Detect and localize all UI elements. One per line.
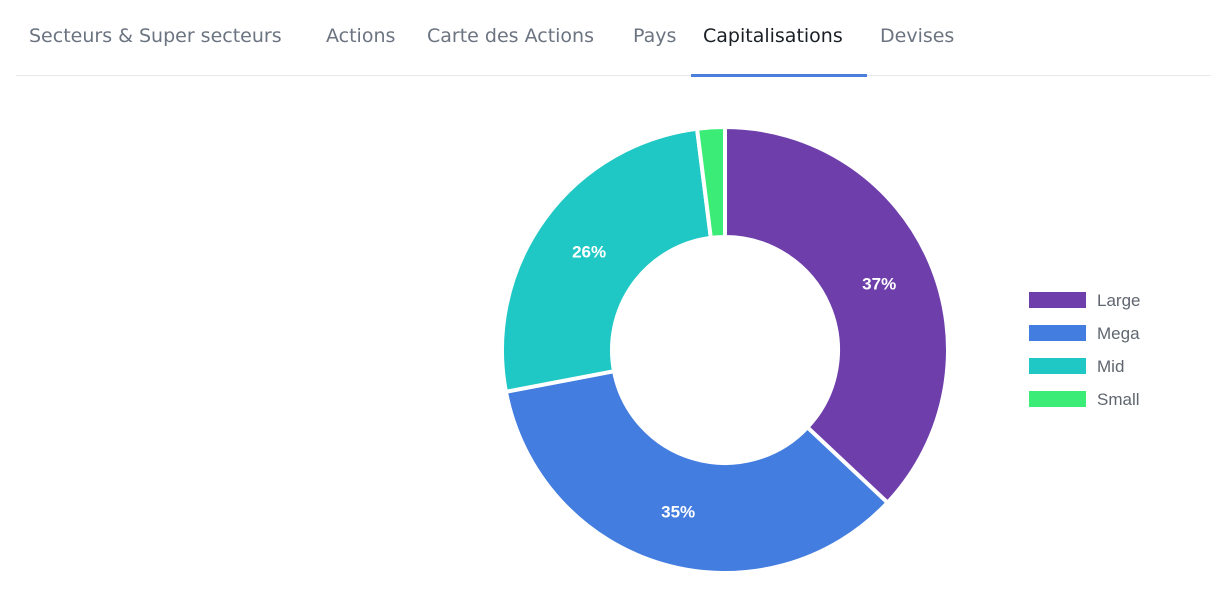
- tab-pays-label: Pays: [633, 25, 677, 47]
- tab-actions[interactable]: Actions: [314, 0, 407, 76]
- slice-label-mega: 35%: [661, 502, 695, 521]
- legend-label-large[interactable]: Large: [1097, 291, 1140, 310]
- slice-mid[interactable]: [500, 126, 713, 394]
- slice-mega[interactable]: [503, 369, 890, 575]
- tab-devises-label: Devises: [880, 25, 955, 47]
- chart-legend: Large Mega Mid Small: [1029, 291, 1140, 409]
- slice-large[interactable]: [723, 125, 950, 505]
- legend-label-mid[interactable]: Mid: [1097, 357, 1124, 376]
- slice-label-mid: 26%: [572, 242, 606, 261]
- tab-pays[interactable]: Pays: [621, 0, 688, 76]
- tab-secteurs-label: Secteurs & Super secteurs: [29, 25, 282, 47]
- donut-slice-labels: 37% 35% 26%: [572, 242, 896, 521]
- tab-carte-des-actions[interactable]: Carte des Actions: [415, 0, 606, 76]
- tab-capitalisations[interactable]: Capitalisations: [691, 0, 867, 77]
- legend-label-small[interactable]: Small: [1097, 390, 1140, 409]
- donut-chart: 37% 35% 26% Large Mega Mid Small: [0, 77, 1211, 609]
- legend-swatch-large[interactable]: [1029, 292, 1086, 308]
- tab-capitalisations-label: Capitalisations: [703, 25, 843, 47]
- legend-swatch-mid[interactable]: [1029, 358, 1086, 374]
- tab-bar: Secteurs & Super secteurs Actions Carte …: [16, 0, 1211, 77]
- active-tab-indicator: [691, 74, 867, 77]
- tab-devises[interactable]: Devises: [868, 0, 966, 76]
- tab-actions-label: Actions: [326, 25, 396, 47]
- legend-swatch-small[interactable]: [1029, 391, 1086, 407]
- donut-slices: [500, 125, 950, 575]
- slice-label-large: 37%: [862, 274, 896, 293]
- slice-small[interactable]: [695, 125, 727, 240]
- donut-chart-svg: 37% 35% 26% Large Mega Mid Small: [500, 125, 1140, 575]
- tab-secteurs[interactable]: Secteurs & Super secteurs: [17, 0, 294, 76]
- tab-carte-des-actions-label: Carte des Actions: [427, 25, 594, 47]
- legend-swatch-mega[interactable]: [1029, 325, 1086, 341]
- legend-label-mega[interactable]: Mega: [1097, 324, 1140, 343]
